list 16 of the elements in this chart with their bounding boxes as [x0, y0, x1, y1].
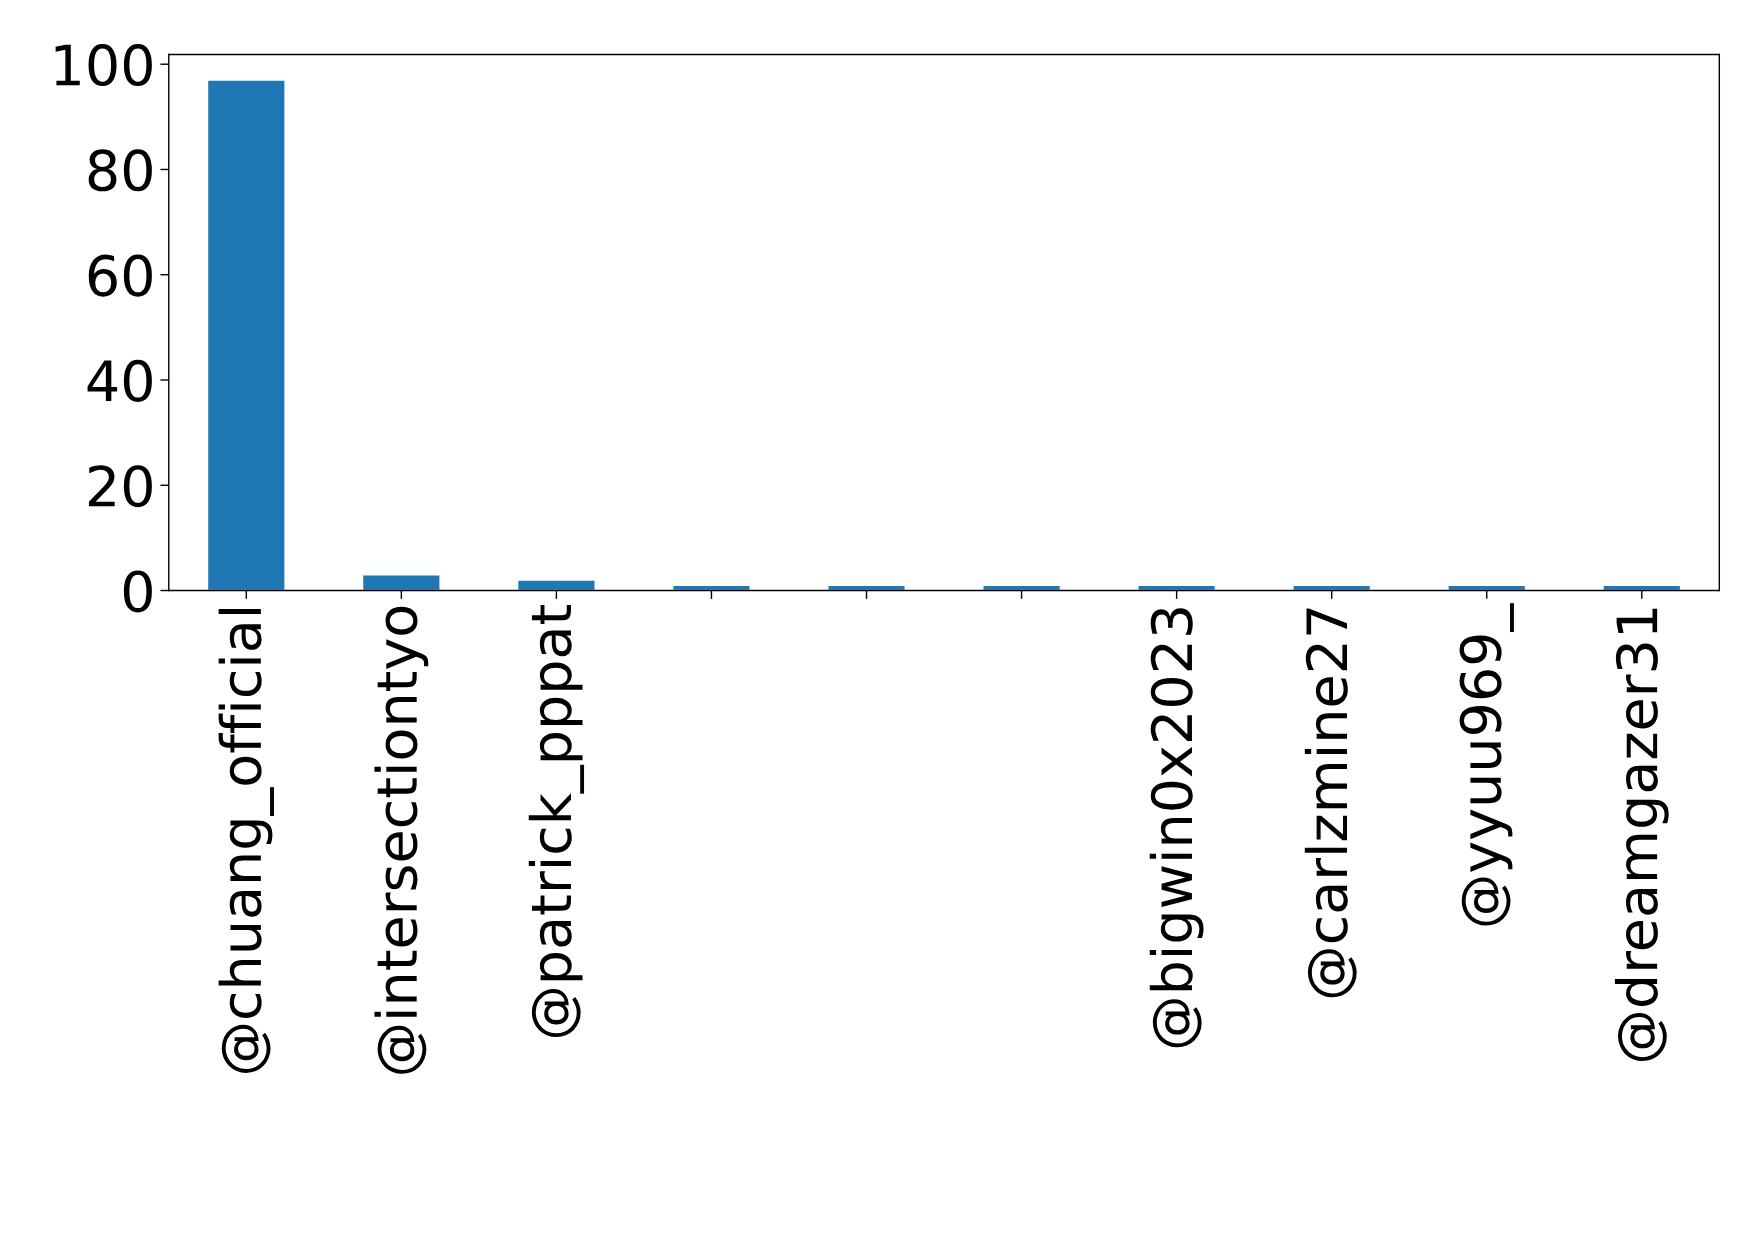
x-tick-label: @patrick_pppat	[528, 605, 585, 1038]
y-tick-label: 40	[87, 359, 152, 402]
bar	[206, 79, 286, 591]
x-tick-label: @intersectiontyo	[374, 606, 429, 1074]
y-tick-label: 80	[88, 149, 152, 192]
y-tick-label: 0	[123, 570, 152, 613]
x-tick-label: @dreamgazer31	[1614, 608, 1669, 1061]
y-tick-label: 20	[88, 465, 152, 508]
bar	[361, 574, 441, 591]
x-tick-label: @bigwin0x2023	[1149, 608, 1204, 1048]
y-tick-label: 100	[55, 44, 152, 87]
x-tick-label: @carlzmine27	[1304, 608, 1357, 998]
x-tick-label: @yyuu969_	[1459, 603, 1514, 926]
y-tick-label: 60	[88, 254, 152, 297]
bar	[516, 579, 596, 591]
x-tick-label: @chuang_official	[218, 608, 274, 1073]
